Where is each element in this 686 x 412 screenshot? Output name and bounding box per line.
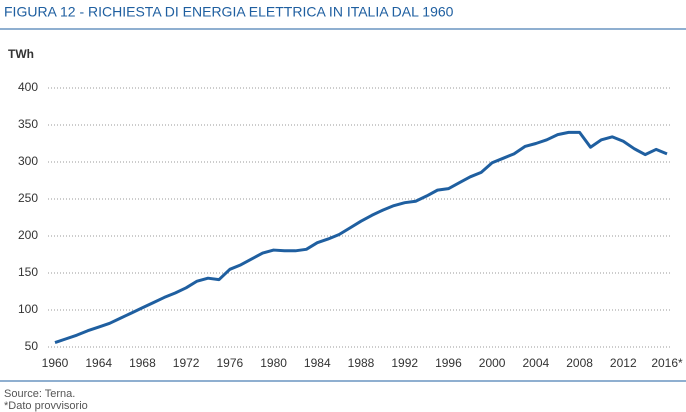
- chart-title: FIGURA 12 - RICHIESTA DI ENERGIA ELETTRI…: [4, 4, 454, 20]
- x-tick-label: 1980: [260, 356, 287, 370]
- y-tick-label: 100: [18, 302, 38, 316]
- source: Source: Terna.: [4, 388, 75, 400]
- x-tick-label: 2004: [523, 356, 550, 370]
- y-tick-label: 350: [18, 117, 38, 131]
- x-tick-label: 1960: [42, 356, 69, 370]
- x-tick-label: 1968: [129, 356, 156, 370]
- x-tick-label: 1992: [391, 356, 418, 370]
- note: *Dato provvisorio: [4, 400, 88, 412]
- x-tick-label: 1984: [304, 356, 331, 370]
- x-tick-label: 1976: [217, 356, 244, 370]
- x-tick-label: 1988: [348, 356, 375, 370]
- x-tick-label: 1996: [435, 356, 462, 370]
- x-tick-label: 2008: [566, 356, 593, 370]
- x-tick-label: 2016*: [651, 356, 683, 370]
- x-tick-label: 2012: [610, 356, 637, 370]
- x-tick-label: 2000: [479, 356, 506, 370]
- y-tick-label: 50: [25, 339, 39, 353]
- y-tick-label: 200: [18, 228, 38, 242]
- x-tick-label: 1964: [85, 356, 112, 370]
- y-tick-label: 250: [18, 191, 38, 205]
- y-tick-label: 300: [18, 154, 38, 168]
- y-tick-label: 400: [18, 80, 38, 94]
- x-tick-label: 1972: [173, 356, 200, 370]
- data-line: [54, 130, 668, 344]
- y-axis-label: TWh: [8, 47, 34, 61]
- y-tick-label: 150: [18, 265, 38, 279]
